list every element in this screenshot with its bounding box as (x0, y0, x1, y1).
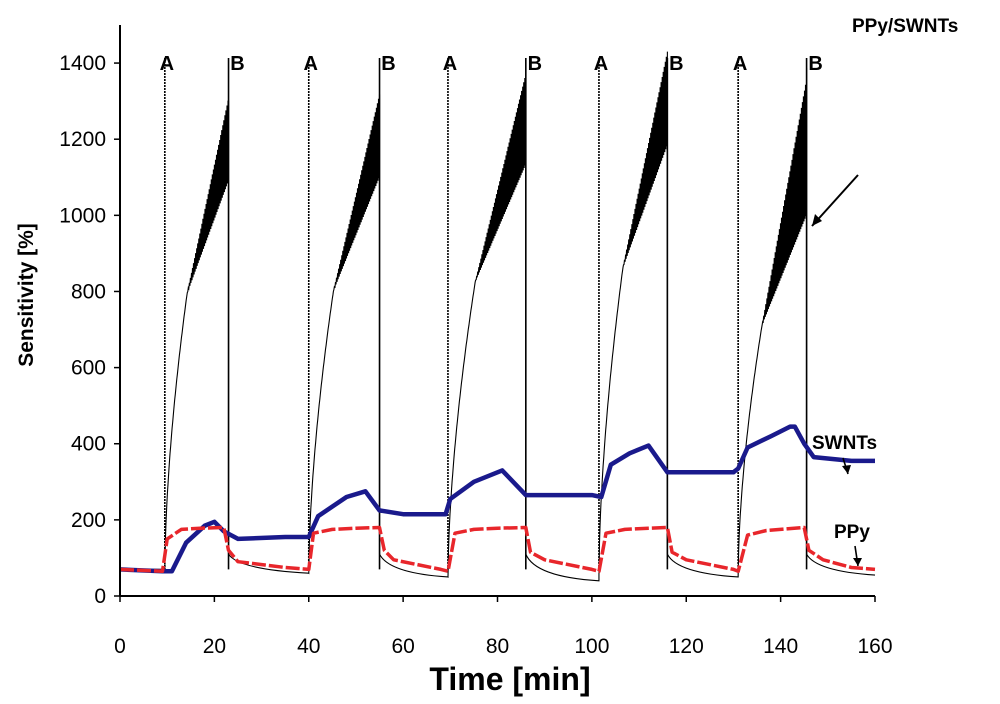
ppy-series-label: PPy (834, 522, 870, 543)
ppy-swnts-series-label: PPy/SWNTs (852, 16, 958, 37)
x-tick-label-7: 140 (763, 635, 798, 658)
x-tick-label-2: 40 (297, 635, 320, 658)
marker-label-b-3: B (381, 53, 395, 75)
marker-label-a-6: A (594, 53, 608, 75)
ppy-swnts-series-line (120, 51, 876, 582)
x-axis-title: Time [min] (429, 661, 590, 697)
x-tick-label-8: 160 (857, 635, 892, 658)
y-tick-label-2: 400 (71, 433, 106, 456)
y-tick-label-1: 200 (71, 509, 106, 532)
ppy-series-line (119, 525, 876, 574)
marker-label-b-9: B (808, 53, 822, 75)
y-tick-label-0: 0 (94, 585, 106, 608)
swnts-series-label: SWNTs (812, 433, 877, 454)
y-tick-label-4: 800 (71, 280, 106, 303)
swnts-arrow (842, 457, 851, 475)
x-tick-label-3: 60 (391, 635, 414, 658)
ppy-arrow (853, 545, 862, 567)
x-tick-label-6: 120 (669, 635, 704, 658)
x-tick-label-4: 80 (486, 635, 509, 658)
marker-label-a-8: A (733, 53, 747, 75)
x-tick-label-1: 20 (203, 635, 226, 658)
x-tick-label-5: 100 (574, 635, 609, 658)
x-tick-label-0: 0 (114, 635, 126, 658)
marker-label-a-2: A (304, 53, 318, 75)
swnts-series-line (119, 424, 875, 574)
marker-label-b-7: B (669, 53, 683, 75)
y-tick-label-3: 600 (71, 357, 106, 380)
y-tick-label-5: 1000 (59, 204, 106, 227)
marker-label-b-5: B (528, 53, 542, 75)
y-tick-label-6: 1200 (59, 128, 106, 151)
marker-label-b-1: B (230, 53, 244, 75)
y-tick-label-7: 1400 (59, 52, 106, 75)
ppy-swnts-arrow (811, 174, 859, 227)
marker-label-a-0: A (160, 53, 174, 75)
marker-label-a-4: A (443, 53, 457, 75)
y-axis-title: Sensitivity [%] (15, 223, 38, 367)
